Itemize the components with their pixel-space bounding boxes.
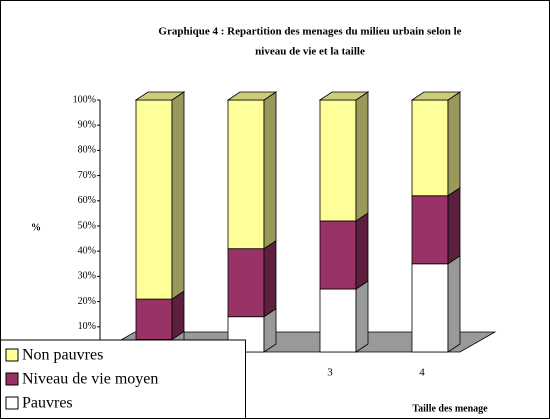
bar-side — [263, 91, 277, 250]
bar-segment — [319, 99, 357, 222]
legend-swatch — [5, 396, 19, 410]
x-tick-label: 3 — [327, 367, 333, 379]
y-tick-label: 30% — [78, 271, 96, 282]
bar-segment — [319, 220, 357, 290]
bar-segment — [319, 288, 357, 353]
bar-segment — [135, 298, 173, 340]
y-tick-label: 90% — [78, 119, 96, 130]
bar-side — [355, 212, 369, 290]
bar-side — [263, 239, 277, 318]
bar-segment — [411, 263, 449, 353]
legend-swatch — [5, 372, 19, 386]
chart-title: niveau de vie et la taille — [255, 46, 365, 58]
y-tick-label: 100% — [73, 94, 96, 105]
bar-top — [134, 91, 186, 101]
chart-title: Graphique 4 : Repartition des menages du… — [158, 26, 461, 38]
y-tick-label: 50% — [78, 220, 96, 231]
legend-label: Non pauvres — [22, 347, 103, 364]
bar-segment — [411, 99, 449, 197]
bar-segment — [411, 195, 449, 265]
x-axis-label: Taille des menage — [412, 403, 488, 414]
y-tick-label: 20% — [78, 296, 96, 307]
legend-label: Pauvres — [22, 395, 73, 412]
legend-swatch — [5, 348, 19, 362]
y-axis-label: % — [31, 222, 41, 233]
bar-top — [226, 91, 278, 101]
legend-label: Niveau de vie moyen — [22, 371, 158, 388]
bar-side — [171, 91, 185, 300]
bar-segment — [135, 99, 173, 300]
bar-segment — [227, 99, 265, 250]
bar-side — [447, 187, 461, 265]
legend-box — [0, 339, 246, 419]
y-tick-label: 10% — [78, 321, 96, 332]
y-tick-label: 60% — [78, 195, 96, 206]
bar-top — [410, 91, 462, 101]
bar-side — [447, 255, 461, 353]
y-tick-label: 80% — [78, 145, 96, 156]
legend: Non pauvres Niveau de vie moyen Pauvres — [0, 339, 246, 419]
bar-side — [447, 91, 461, 197]
bar-side — [355, 280, 369, 353]
y-tick-label: 40% — [78, 245, 96, 256]
bar-segment — [227, 248, 265, 318]
y-tick-label: 70% — [78, 170, 96, 181]
x-tick-label: 4 — [419, 367, 425, 379]
bar-side — [355, 91, 369, 222]
bar-top — [318, 91, 370, 101]
